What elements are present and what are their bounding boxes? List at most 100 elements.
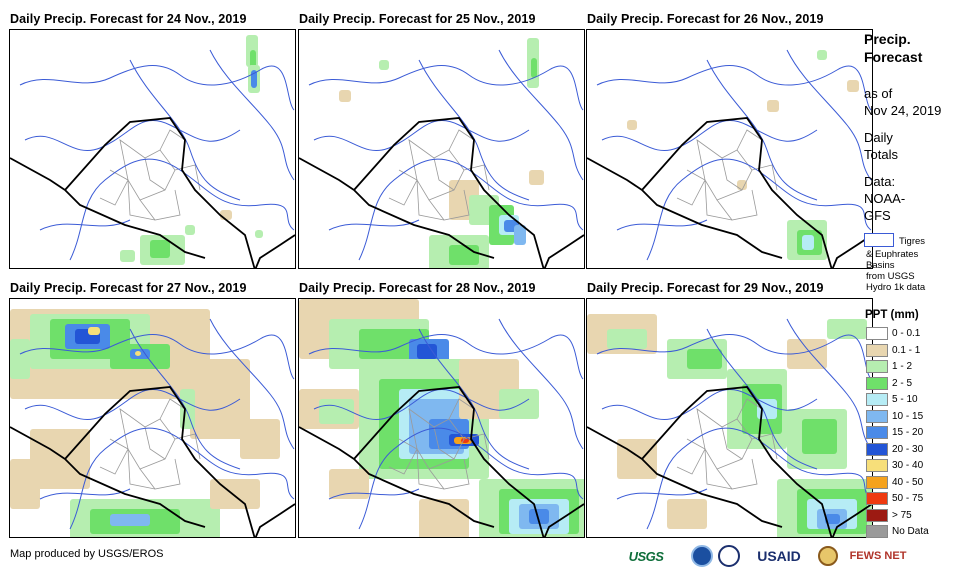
basin-boundary [129,328,241,470]
panel-title-2: Daily Precip. Forecast for 25 Nov., 2019 [299,12,536,26]
legend-title: Precip. Forecast [864,31,923,65]
precip-map-5 [299,299,584,537]
precip-cell [802,419,837,454]
precip-cell [319,399,354,424]
province-boundary [416,448,445,490]
precip-map-2 [299,38,584,268]
ppt-legend-swatch [866,525,888,538]
ppt-legend-label: 40 - 50 [892,476,924,488]
province-boundary [144,426,166,460]
precip-cell [449,245,479,265]
basin-boundary [69,427,295,530]
ppt-legend-label: No Data [892,526,929,537]
precip-map-6 [587,314,872,537]
precip-cell [329,469,369,499]
panel-title-3: Daily Precip. Forecast for 26 Nov., 2019 [587,12,824,26]
ppt-legend-label: 20 - 30 [892,443,924,455]
province-boundary [696,139,753,201]
province-boundary [704,448,733,490]
province-boundary [119,139,176,201]
basin-boundary [706,59,818,201]
as-of-date: as of Nov 24, 2019 [864,86,942,118]
ppt-legend-label: 0 - 0.1 [892,328,921,339]
precip-cell [757,399,777,419]
province-boundary [448,398,475,420]
basin-boundary [209,49,295,181]
precip-cell [825,514,840,524]
country-border [299,426,584,537]
data-source-label: Data: NOAA- GFS [864,174,906,223]
province-boundary [428,458,470,490]
province-boundary [428,189,470,221]
province-boundary [448,129,475,151]
ppt-legend-label: 10 - 15 [892,410,924,422]
basin-boundary [308,64,584,111]
ppt-legend-label: 0.1 - 1 [892,344,921,356]
precip-cell [787,339,827,369]
precip-map-3 [587,49,872,268]
fews-net-logo: FEWS NET [849,550,907,562]
precip-cell [617,439,657,479]
basin-boundary [69,158,295,261]
ppt-legend-swatch [866,376,888,390]
basin-boundary [706,328,818,470]
basin-legend-label-2: & Euphrates Basins from USGS Hydro 1k da… [866,249,926,293]
province-boundary [721,426,743,460]
noaa-logo [691,545,713,567]
ppt-legend-swatch [866,393,888,406]
ppt-legend-swatch [866,475,888,489]
province-boundary [139,189,181,221]
fews-net-seal-logo [818,546,838,566]
precip-cell [185,225,195,235]
ppt-legend-label: 50 - 75 [892,493,924,504]
ppt-legend-label: 15 - 20 [892,427,924,438]
basin-boundary [498,318,584,450]
province-boundary [721,157,743,191]
province-boundary [676,438,706,475]
precip-cell [667,499,707,529]
province-boundary [736,398,763,420]
precip-cell [10,459,40,509]
province-boundary [127,448,156,490]
ppt-legend-swatch [866,426,888,439]
panel-title-5: Daily Precip. Forecast for 28 Nov., 2019 [299,281,536,295]
precip-map-4 [10,309,295,537]
precip-cell [419,499,469,537]
basin-boundary [646,158,872,261]
precip-cell [339,90,351,102]
map-panel-2 [298,29,585,269]
precip-cell [817,50,827,60]
country-border [299,157,584,268]
ppt-legend-label: > 75 [892,509,912,521]
precip-cell [379,60,389,70]
precip-cell [135,351,141,356]
basin-boundary [358,427,584,530]
basin-boundary [596,64,872,111]
basin-boundary [19,64,295,111]
precip-cell [10,339,30,379]
precip-cell [687,349,722,369]
ppt-legend-title: PPT (mm) [865,309,919,321]
basin-boundary [786,318,872,450]
map-panel-4 [9,298,296,538]
precip-cell [827,319,867,339]
basin-boundary [19,333,295,380]
map-credit: Map produced by USGS/EROS [10,548,164,560]
precip-cell [627,120,637,130]
basin-legend-label-1: Tigres [899,236,926,247]
panel-title-6: Daily Precip. Forecast for 29 Nov., 2019 [587,281,824,295]
precip-cell [529,170,544,185]
precip-cell [210,479,260,509]
precip-cell [737,180,747,190]
precip-cell [767,100,779,112]
basin-boundary [24,119,241,151]
precip-cell [120,250,135,262]
usaid-logo: USAID [757,548,801,564]
precip-cell [255,230,263,238]
precip-cell [220,210,232,220]
province-boundary [676,169,706,206]
map-panel-3 [586,29,873,269]
province-boundary [696,408,753,470]
province-boundary [119,408,176,470]
province-boundary [99,438,129,475]
